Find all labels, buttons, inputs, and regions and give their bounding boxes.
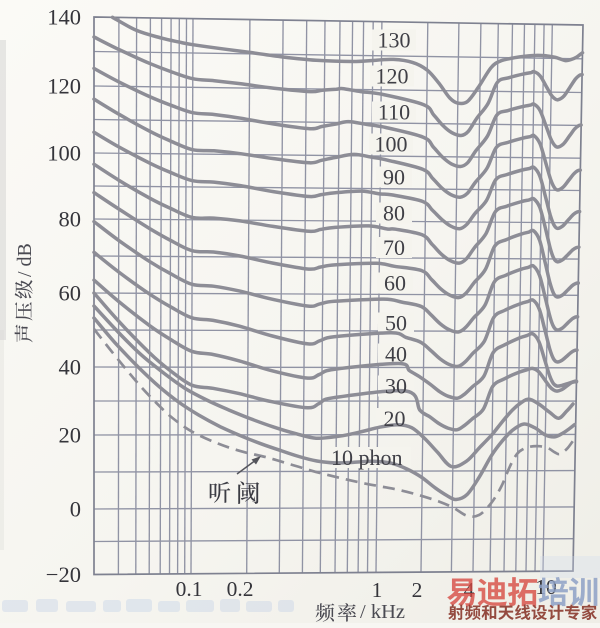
- svg-text:1: 1: [372, 578, 383, 602]
- svg-text:120: 120: [47, 74, 81, 99]
- svg-text:40: 40: [385, 342, 407, 367]
- svg-text:50: 50: [385, 311, 407, 336]
- svg-text:0.2: 0.2: [227, 577, 254, 601]
- svg-text:20: 20: [59, 423, 82, 448]
- svg-text:0.1: 0.1: [176, 577, 203, 601]
- svg-text:140: 140: [47, 5, 81, 30]
- svg-text:130: 130: [378, 28, 411, 53]
- svg-text:40: 40: [59, 355, 82, 380]
- svg-text:100: 100: [375, 132, 408, 157]
- svg-text:110: 110: [378, 100, 410, 125]
- svg-text:−20: −20: [46, 562, 81, 587]
- svg-text:60: 60: [384, 271, 406, 296]
- svg-text:/ kHz: / kHz: [360, 601, 405, 623]
- svg-text:80: 80: [383, 201, 405, 226]
- svg-text:10 phon: 10 phon: [331, 445, 403, 470]
- svg-text:70: 70: [383, 235, 405, 260]
- svg-text:60: 60: [59, 281, 82, 306]
- svg-text:0: 0: [70, 497, 81, 522]
- svg-text:80: 80: [59, 207, 82, 232]
- svg-text:90: 90: [383, 165, 405, 190]
- svg-text:120: 120: [376, 64, 409, 89]
- svg-text:/ dB: / dB: [14, 243, 36, 277]
- svg-text:30: 30: [385, 374, 407, 399]
- svg-text:20: 20: [384, 406, 406, 431]
- svg-text:100: 100: [47, 141, 81, 166]
- svg-text:2: 2: [412, 578, 423, 602]
